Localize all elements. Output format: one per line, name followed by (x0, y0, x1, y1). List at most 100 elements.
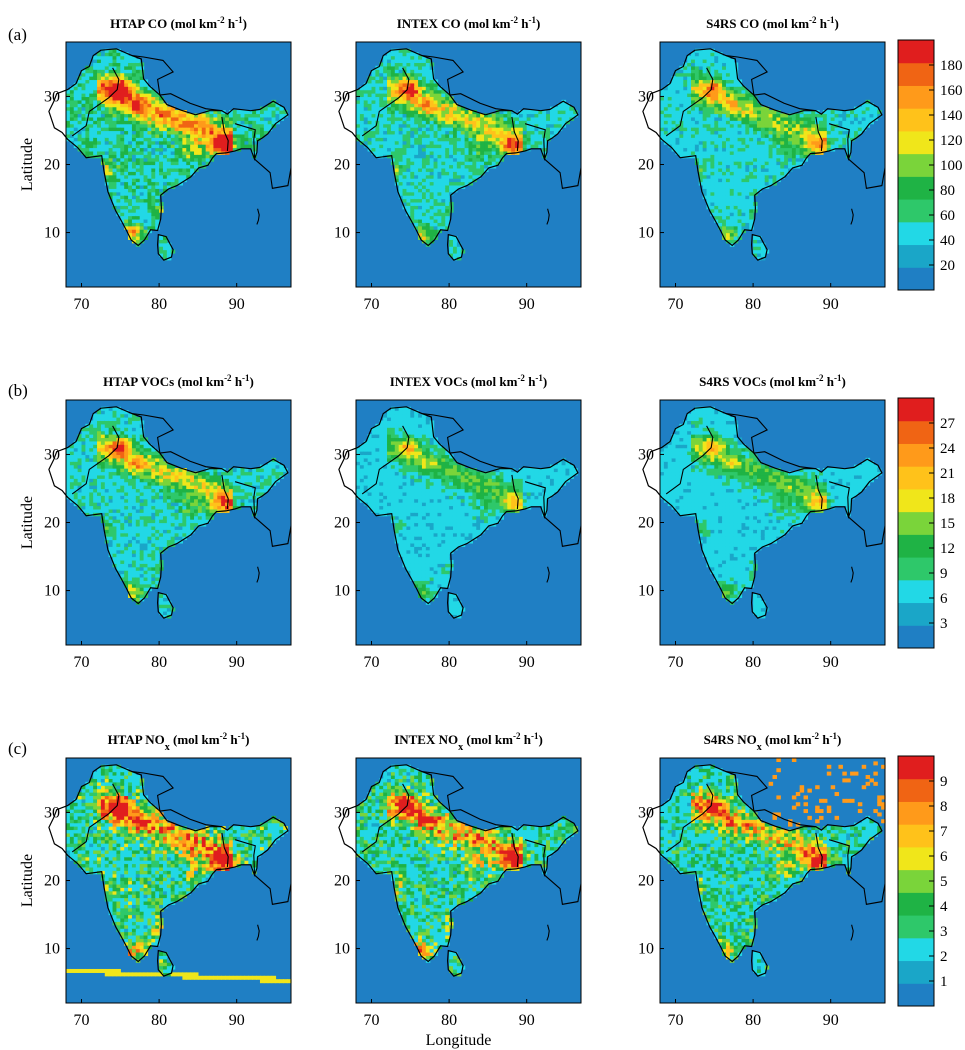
emission-cell (429, 79, 435, 84)
country-outline (642, 48, 883, 247)
emission-cell (166, 133, 172, 138)
emission-cell (671, 110, 677, 115)
emission-cell (131, 457, 137, 462)
emission-cell (503, 127, 508, 132)
emission-cell (112, 420, 118, 425)
emission-cell (807, 116, 812, 121)
emission-cell (706, 113, 712, 118)
emission-cell (819, 116, 824, 121)
emission-cell (791, 161, 797, 166)
emission-cell (667, 137, 673, 142)
emission-cell (213, 123, 218, 128)
emission-cell (542, 120, 547, 125)
emission-cell (425, 205, 431, 210)
emission-cell (112, 430, 118, 435)
emission-cell (379, 127, 384, 132)
emission-cell (756, 178, 762, 183)
emission-cell (679, 103, 684, 108)
emission-cell (97, 110, 102, 115)
emission-cell (112, 103, 118, 108)
emission-cell (437, 150, 442, 155)
emission-cell (394, 113, 400, 118)
emission-cell (421, 86, 427, 91)
emission-cell (73, 454, 79, 459)
emission-cell (456, 113, 462, 118)
emission-cell (66, 471, 71, 476)
emission-cell (687, 113, 692, 118)
emission-cell (112, 461, 118, 466)
emission-cell (267, 127, 273, 132)
emission-cell (484, 154, 489, 159)
emission-cell (166, 110, 172, 115)
emission-cell (698, 140, 704, 145)
emission-cell (425, 157, 431, 162)
emission-cell (131, 413, 137, 418)
emission-cell (449, 249, 454, 254)
emission-cell (139, 130, 145, 135)
emission-cell (414, 127, 419, 132)
emission-cell (694, 89, 700, 94)
emission-cell (557, 110, 563, 115)
emission-cell (73, 485, 79, 490)
emission-cell (139, 215, 145, 220)
emission-cell (147, 113, 152, 118)
emission-cell (162, 144, 168, 149)
emission-cell (371, 103, 376, 108)
emission-cell (85, 89, 90, 94)
emission-cell (406, 130, 411, 135)
emission-cell (77, 468, 83, 473)
emission-cell (725, 205, 731, 210)
emission-cell (776, 110, 781, 115)
emission-cell (691, 96, 696, 101)
emission-cell (194, 150, 199, 155)
emission-cell (73, 464, 79, 469)
emission-cell (406, 205, 411, 210)
emission-cell (162, 130, 168, 135)
emission-cell (147, 137, 152, 142)
emission-cell (390, 86, 396, 91)
emission-cell (445, 201, 450, 206)
emission-cell (81, 82, 86, 87)
emission-cell (487, 133, 493, 138)
emission-cell (116, 488, 121, 493)
emission-cell (120, 546, 125, 551)
emission-cell (190, 123, 195, 128)
emission-cell (398, 181, 404, 186)
emission-cell (437, 103, 442, 108)
emission-cell (139, 191, 145, 196)
emission-cell (128, 113, 133, 118)
emission-cell (93, 69, 98, 74)
emission-cell (100, 62, 106, 67)
emission-cell (729, 218, 735, 223)
emission-cell (418, 59, 423, 64)
emission-cell (89, 150, 94, 155)
emission-cell (822, 123, 828, 128)
emission-cell (822, 144, 828, 149)
emission-cell (733, 191, 739, 196)
emission-cell (406, 106, 411, 111)
emission-cell (410, 178, 415, 183)
emission-cell (737, 99, 743, 104)
emission-cell (155, 161, 160, 166)
emission-cell (367, 140, 373, 145)
emission-cell (81, 93, 86, 98)
emission-cell (441, 195, 446, 200)
emission-cell (363, 89, 369, 94)
emission-cell (429, 161, 435, 166)
emission-cell (807, 113, 812, 118)
emission-cell (456, 150, 462, 155)
emission-cell (375, 137, 380, 142)
emission-cell (710, 123, 715, 128)
emission-cell (698, 69, 704, 74)
emission-cell (375, 123, 380, 128)
emission-cell (383, 130, 388, 135)
emission-cell (116, 157, 121, 162)
emission-cell (128, 481, 133, 486)
emission-cell (749, 181, 754, 186)
emission-cell (120, 62, 125, 67)
emission-cell (702, 82, 708, 87)
emission-cell (418, 191, 423, 196)
emission-cell (402, 137, 408, 142)
emission-cell (139, 188, 145, 193)
emission-cell (714, 69, 719, 74)
